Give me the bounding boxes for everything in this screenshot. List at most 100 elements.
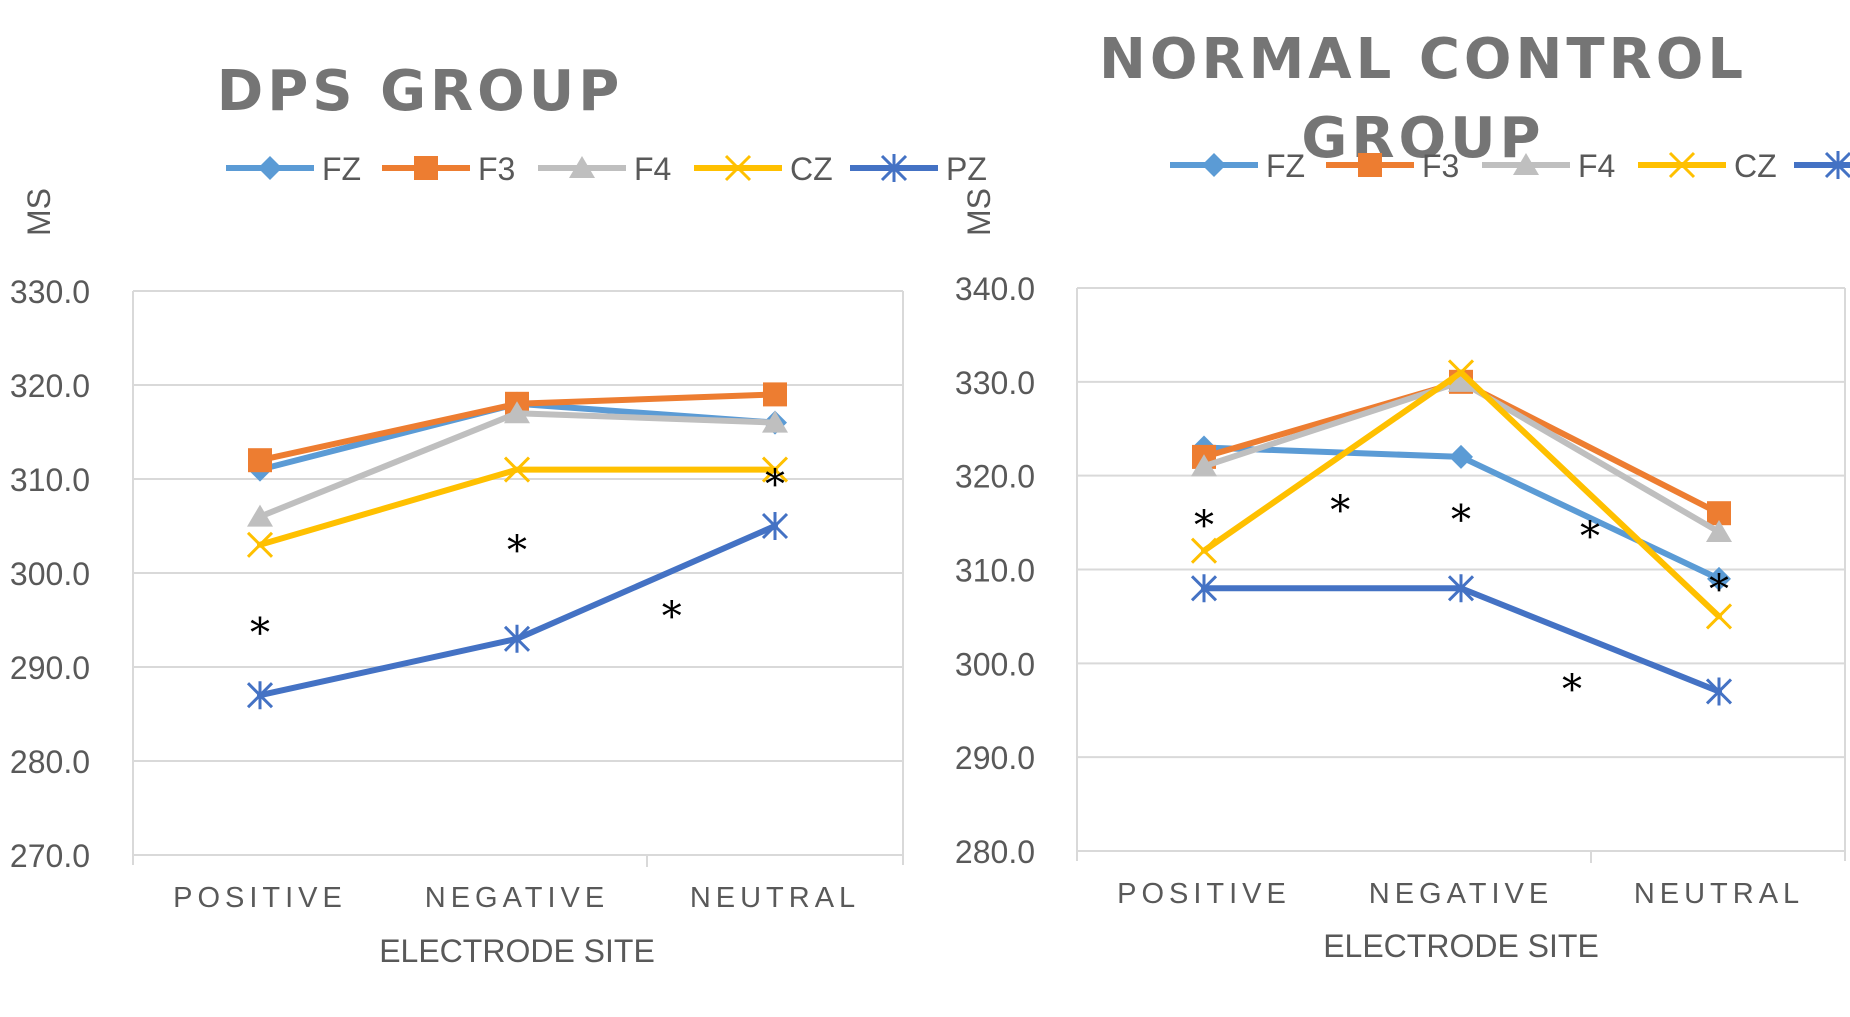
- legend-entry-f3: F3: [1326, 148, 1459, 184]
- significance-asterisk: *: [1451, 497, 1471, 543]
- data-point: [1705, 677, 1733, 706]
- legend-marker: [258, 156, 282, 180]
- series-cz: [246, 456, 789, 558]
- x-category-label: POSITIVE: [1117, 878, 1291, 910]
- x-category-label: POSITIVE: [173, 882, 347, 914]
- legend-label: F3: [478, 151, 515, 187]
- series-f4: [1191, 369, 1732, 542]
- data-point: [503, 624, 531, 653]
- data-point: [1191, 454, 1217, 477]
- significance-asterisk: *: [507, 528, 527, 574]
- x-category-label: NEGATIVE: [425, 882, 610, 914]
- legend-marker: [724, 154, 752, 182]
- legend-marker: [1202, 153, 1226, 177]
- legend-label: FZ: [1266, 148, 1305, 184]
- chart-1: DPS GROUP 330.0 320.0 310.0 300.0 290.0 280.0 2…: [10, 59, 987, 969]
- legend-label: CZ: [790, 151, 833, 187]
- significance-asterisk: *: [250, 611, 270, 657]
- y-tick-label: 300.0: [955, 646, 1035, 682]
- y-tick-label: 280.0: [955, 834, 1035, 870]
- data-point: [248, 448, 272, 473]
- legend-marker: [414, 156, 438, 180]
- significance-asterisk: *: [1709, 567, 1729, 613]
- x-category-label: NEGATIVE: [1369, 878, 1554, 910]
- y-tick-label: 310.0: [955, 553, 1035, 589]
- data-point: [246, 681, 274, 710]
- y-tick-label: 320.0: [955, 459, 1035, 495]
- series-cz: [1190, 359, 1733, 630]
- series-pz: [246, 512, 789, 710]
- legend-entry-f3: F3: [382, 151, 515, 187]
- legend-entry-f4: F4: [538, 151, 671, 187]
- significance-asterisk: *: [1562, 667, 1582, 713]
- data-point: [762, 410, 788, 433]
- legend-marker: [1358, 153, 1382, 177]
- y-tick-label: 340.0: [955, 271, 1035, 307]
- data-point: [504, 401, 530, 424]
- y-tick-label: 320.0: [10, 368, 90, 404]
- data-point: [1707, 566, 1731, 591]
- series-f3: [248, 382, 787, 473]
- legend-label: F3: [1422, 148, 1459, 184]
- data-point: [1190, 537, 1218, 564]
- data-point: [1190, 574, 1218, 603]
- data-point: [761, 456, 789, 483]
- data-point: [1447, 574, 1475, 603]
- data-point: [1449, 444, 1473, 469]
- legend-entry-cz: CZ: [694, 151, 833, 187]
- series-f4: [247, 401, 788, 527]
- series-pz: [1190, 574, 1733, 706]
- x-axis-label: ELECTRODE SITE: [1323, 928, 1599, 964]
- legend-label: F4: [634, 151, 671, 187]
- y-axis-label: MS: [961, 188, 997, 236]
- legend-label: F4: [1578, 148, 1615, 184]
- chart-title: DPS GROUP: [217, 59, 624, 124]
- chart-title: GROUP: [1301, 106, 1544, 171]
- legend-entry-cz: CZ: [1638, 148, 1777, 184]
- y-tick-label: 330.0: [955, 365, 1035, 401]
- legend-entry-pz: PZ: [850, 151, 987, 187]
- legend-entry-fz: FZ: [1170, 148, 1305, 184]
- legend-entry-pz: PZ: [1794, 151, 1850, 179]
- legend-marker: [880, 154, 908, 182]
- chart-2: NORMAL CONTROL GROUP 340.0 330.0 320.0 310.0 3…: [955, 27, 1850, 964]
- legend-marker: [1824, 151, 1850, 179]
- legend-label: CZ: [1734, 148, 1777, 184]
- data-point: [763, 382, 787, 407]
- y-axis-label: MS: [21, 188, 57, 236]
- x-category-label: NEUTRAL: [1634, 878, 1804, 910]
- legend-marker: [569, 156, 595, 178]
- series-line: [1201, 585, 1722, 695]
- legend-marker: [1668, 151, 1696, 179]
- data-point: [503, 456, 531, 483]
- data-point: [246, 531, 274, 558]
- data-point: [1447, 359, 1475, 386]
- significance-asterisk: *: [1330, 488, 1350, 534]
- series-line: [257, 410, 778, 520]
- significance-asterisk: *: [662, 594, 682, 640]
- y-tick-label: 280.0: [10, 744, 90, 780]
- data-point: [247, 504, 273, 527]
- chart-title: NORMAL CONTROL: [1099, 27, 1747, 92]
- significance-asterisk: *: [765, 462, 785, 508]
- legend-label: FZ: [322, 151, 361, 187]
- y-tick-label: 290.0: [955, 740, 1035, 776]
- legend-marker: [1513, 153, 1539, 175]
- y-tick-label: 300.0: [10, 556, 90, 592]
- y-tick-label: 270.0: [10, 838, 90, 874]
- x-axis-label: ELECTRODE SITE: [379, 933, 655, 969]
- x-category-label: NEUTRAL: [690, 882, 860, 914]
- y-tick-label: 310.0: [10, 462, 90, 498]
- data-point: [1448, 369, 1474, 392]
- data-point: [1705, 603, 1733, 630]
- data-point: [761, 512, 789, 540]
- y-tick-label: 290.0: [10, 650, 90, 686]
- legend-entry-fz: FZ: [226, 151, 361, 187]
- legend-entry-f4: F4: [1482, 148, 1615, 184]
- legend-label: PZ: [946, 151, 987, 187]
- significance-asterisk: *: [1194, 503, 1214, 549]
- significance-asterisk: *: [1580, 514, 1600, 560]
- y-tick-label: 330.0: [10, 274, 90, 310]
